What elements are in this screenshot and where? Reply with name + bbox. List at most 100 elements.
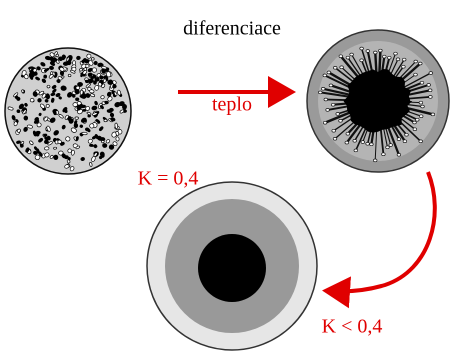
droplet (379, 49, 383, 52)
droplet (396, 58, 400, 61)
speckle (107, 80, 113, 85)
droplet (405, 133, 409, 136)
droplet (370, 143, 374, 146)
droplet (366, 142, 370, 145)
speckle (44, 134, 48, 137)
droplet (327, 71, 331, 74)
droplet (403, 140, 407, 143)
droplet (421, 105, 425, 108)
droplet (397, 153, 401, 156)
speckle (76, 56, 81, 60)
droplet (332, 129, 336, 132)
undifferentiated-body (5, 48, 131, 174)
droplet (360, 47, 364, 50)
droplet (319, 91, 323, 94)
droplet (383, 55, 387, 58)
speckle (20, 144, 23, 148)
speckle (61, 85, 67, 90)
diagram: diferenciace teplo K = 0,4 K < 0,4 (0, 0, 452, 353)
droplet (414, 60, 418, 63)
droplet (366, 50, 370, 53)
speckle (80, 157, 84, 161)
speckle (56, 54, 59, 57)
speckle (44, 146, 49, 150)
droplet (402, 65, 406, 68)
droplet (361, 141, 365, 144)
droplet (323, 74, 327, 77)
speckle (75, 117, 79, 119)
droplet (431, 113, 435, 116)
droplet (350, 53, 354, 56)
droplet (382, 153, 386, 156)
speckle (78, 82, 83, 87)
droplet (345, 141, 349, 144)
speckle (36, 131, 41, 135)
differentiating-body (307, 30, 449, 172)
droplet (388, 56, 392, 59)
speckle (45, 140, 48, 143)
droplet (333, 66, 337, 69)
droplet (346, 132, 350, 135)
droplet (413, 128, 417, 131)
speckle (89, 144, 93, 146)
droplet (414, 73, 418, 76)
droplet (336, 113, 340, 116)
speckle (85, 80, 88, 83)
droplet (429, 96, 433, 99)
droplet (427, 84, 431, 87)
droplet (428, 89, 432, 92)
k-equal-label: K = 0,4 (138, 168, 199, 190)
k-less-label: K < 0,4 (322, 316, 383, 338)
droplet (374, 51, 378, 54)
droplet (346, 56, 350, 59)
droplet (413, 121, 417, 124)
droplet (397, 138, 401, 141)
speckle (73, 103, 78, 107)
droplet (339, 55, 343, 58)
droplet (339, 119, 343, 122)
speckle (71, 150, 75, 156)
heat-label: teplo (212, 94, 252, 116)
differentiated-body (147, 182, 317, 350)
speckle (97, 63, 102, 67)
speckle (43, 75, 46, 79)
droplet (373, 159, 377, 162)
droplet (416, 118, 420, 121)
speckle (24, 116, 28, 120)
droplet (394, 52, 398, 55)
droplet (419, 62, 423, 65)
speckle (75, 98, 78, 101)
speckle (82, 132, 88, 135)
speckle (104, 119, 108, 122)
speckle (122, 104, 127, 109)
process-label: diferenciace (183, 18, 281, 40)
droplet (324, 98, 328, 101)
droplet (354, 149, 358, 152)
speckle (54, 155, 59, 160)
speckle (67, 60, 72, 65)
droplet (323, 121, 327, 124)
ray (375, 53, 376, 74)
speckle (53, 147, 56, 149)
droplet (420, 81, 424, 84)
droplet (333, 137, 337, 140)
droplet (353, 139, 357, 142)
speckle (68, 74, 71, 77)
cooling-arrow (330, 172, 435, 291)
speckle (80, 90, 83, 95)
speckle (95, 77, 100, 81)
droplet (360, 59, 364, 62)
speckle (91, 58, 94, 61)
droplet (419, 115, 423, 118)
droplet (340, 66, 344, 69)
droplet (402, 58, 406, 61)
ray (379, 51, 380, 73)
droplet (331, 103, 335, 106)
droplet (389, 144, 393, 147)
droplet (419, 101, 423, 104)
droplet (386, 146, 390, 149)
droplet (419, 140, 423, 143)
speckle (107, 109, 112, 112)
droplet (326, 109, 330, 112)
speckle (68, 157, 71, 160)
